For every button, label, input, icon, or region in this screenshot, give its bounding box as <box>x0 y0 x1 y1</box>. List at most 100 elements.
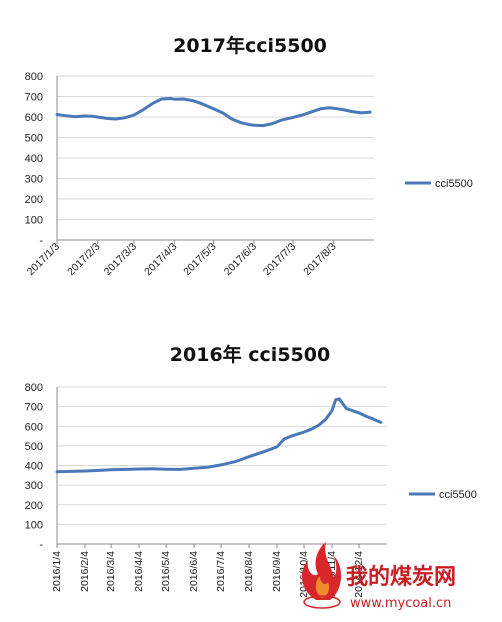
legend-label: cci5500 <box>439 489 477 501</box>
data-point <box>98 469 100 471</box>
y-tick-label: 600 <box>25 421 43 433</box>
data-point <box>335 399 337 401</box>
series-line <box>55 97 372 128</box>
chart-2016: 2016年 cci5500 -100200300400500600700800 … <box>25 343 477 598</box>
watermark-text: 我的煤炭网 <box>346 564 456 590</box>
data-point <box>369 111 371 113</box>
data-point <box>207 466 210 468</box>
data-point <box>249 124 251 126</box>
data-point <box>372 418 375 420</box>
y-tick-label: 600 <box>25 112 43 124</box>
data-point <box>338 398 340 400</box>
x-axis-ticks: 2016/1/4 2016/2/4 2016/3/4 2016/4/4 2016/5/4… <box>51 544 365 598</box>
data-point <box>360 112 362 114</box>
y-tick-label: 700 <box>25 402 43 414</box>
data-point <box>96 116 98 118</box>
data-point <box>84 470 86 472</box>
data-point <box>182 98 185 100</box>
data-point <box>133 114 135 116</box>
legend-label: cci5500 <box>435 178 473 190</box>
data-point <box>365 415 367 417</box>
data-point <box>292 116 294 118</box>
x-tick-label: 2016/2/4 <box>79 551 91 592</box>
data-point <box>380 421 382 423</box>
data-point <box>358 412 360 414</box>
data-point <box>234 461 237 463</box>
data-point <box>342 109 344 111</box>
y-tick-label: 800 <box>25 71 43 83</box>
data-point <box>276 446 278 448</box>
data-point <box>70 470 72 472</box>
data-point <box>173 98 175 100</box>
data-point <box>201 103 203 105</box>
x-tick-label: 2016/8/4 <box>243 551 255 592</box>
data-point <box>248 456 250 458</box>
x-tick-label: 2017/1/3 <box>25 241 62 278</box>
data-point <box>151 103 153 105</box>
x-axis-ticks: 2017/1/3 2017/2/3 2017/3/3 2017/4/3 2017/5/3… <box>25 240 339 278</box>
data-point <box>280 119 282 121</box>
data-point <box>106 117 108 119</box>
data-point <box>65 115 67 117</box>
flame-logo-icon <box>301 542 342 609</box>
gridlines <box>56 75 374 241</box>
x-tick-label: 2016/5/4 <box>160 551 172 592</box>
series-group <box>55 97 372 128</box>
data-point <box>222 112 224 114</box>
data-point <box>319 108 322 110</box>
data-point <box>192 100 194 102</box>
data-point <box>317 424 320 426</box>
data-point <box>56 113 58 116</box>
x-tick-label: 2017/5/3 <box>181 241 218 278</box>
x-tick-label: 2016/1/4 <box>51 551 63 592</box>
legend: cci5500 <box>405 178 473 190</box>
data-point <box>271 123 273 125</box>
data-point <box>124 117 126 119</box>
y-tick-label: 200 <box>25 500 43 512</box>
y-axis-ticks: - 100 200 300 400 500 600 700 800 <box>25 382 44 551</box>
y-tick-label: 400 <box>25 461 43 473</box>
data-point <box>303 431 305 433</box>
chart-title: 2016年 cci5500 <box>170 343 330 366</box>
data-point <box>92 115 95 117</box>
chart-title: 2017年cci5500 <box>173 34 327 57</box>
series-group <box>55 397 383 474</box>
data-point <box>212 108 215 110</box>
y-tick-label: 800 <box>25 382 43 394</box>
chart-2017: 2017年cci5500 - 100 200 300 400 500 600 700 800 2… <box>25 34 473 278</box>
gridlines <box>56 386 387 545</box>
y-tick-label: 500 <box>25 441 43 453</box>
data-point <box>160 98 162 100</box>
data-point <box>169 97 172 100</box>
data-point <box>262 451 265 453</box>
data-point <box>333 107 335 109</box>
y-tick-label: 400 <box>25 153 43 165</box>
x-tick-label: 2016/3/4 <box>105 551 117 592</box>
data-point <box>329 107 331 109</box>
y-tick-label: 200 <box>25 194 43 206</box>
watermark: 我的煤炭网 www.mycoal.cn <box>301 542 456 611</box>
y-tick-label: 500 <box>25 133 43 145</box>
y-tick-label: 700 <box>25 92 43 104</box>
data-point <box>124 468 127 470</box>
x-tick-label: 2016/4/4 <box>133 551 145 592</box>
data-point <box>152 468 155 470</box>
data-point <box>310 428 312 430</box>
data-point <box>115 118 117 120</box>
data-point <box>283 438 285 440</box>
x-tick-label: 2016/12/4 <box>353 551 365 598</box>
data-point <box>290 435 292 437</box>
data-point <box>351 110 353 113</box>
data-point <box>193 467 195 469</box>
legend: cci5500 <box>409 489 477 501</box>
series-line <box>55 397 383 474</box>
data-point <box>231 118 233 120</box>
x-tick-label: 2017/3/3 <box>102 241 139 278</box>
y-tick-label: 100 <box>25 519 43 531</box>
data-point <box>165 468 167 470</box>
data-point <box>138 468 140 470</box>
y-tick-label: - <box>39 235 43 247</box>
data-point <box>142 109 144 111</box>
data-point <box>253 124 255 126</box>
data-point <box>301 114 303 116</box>
